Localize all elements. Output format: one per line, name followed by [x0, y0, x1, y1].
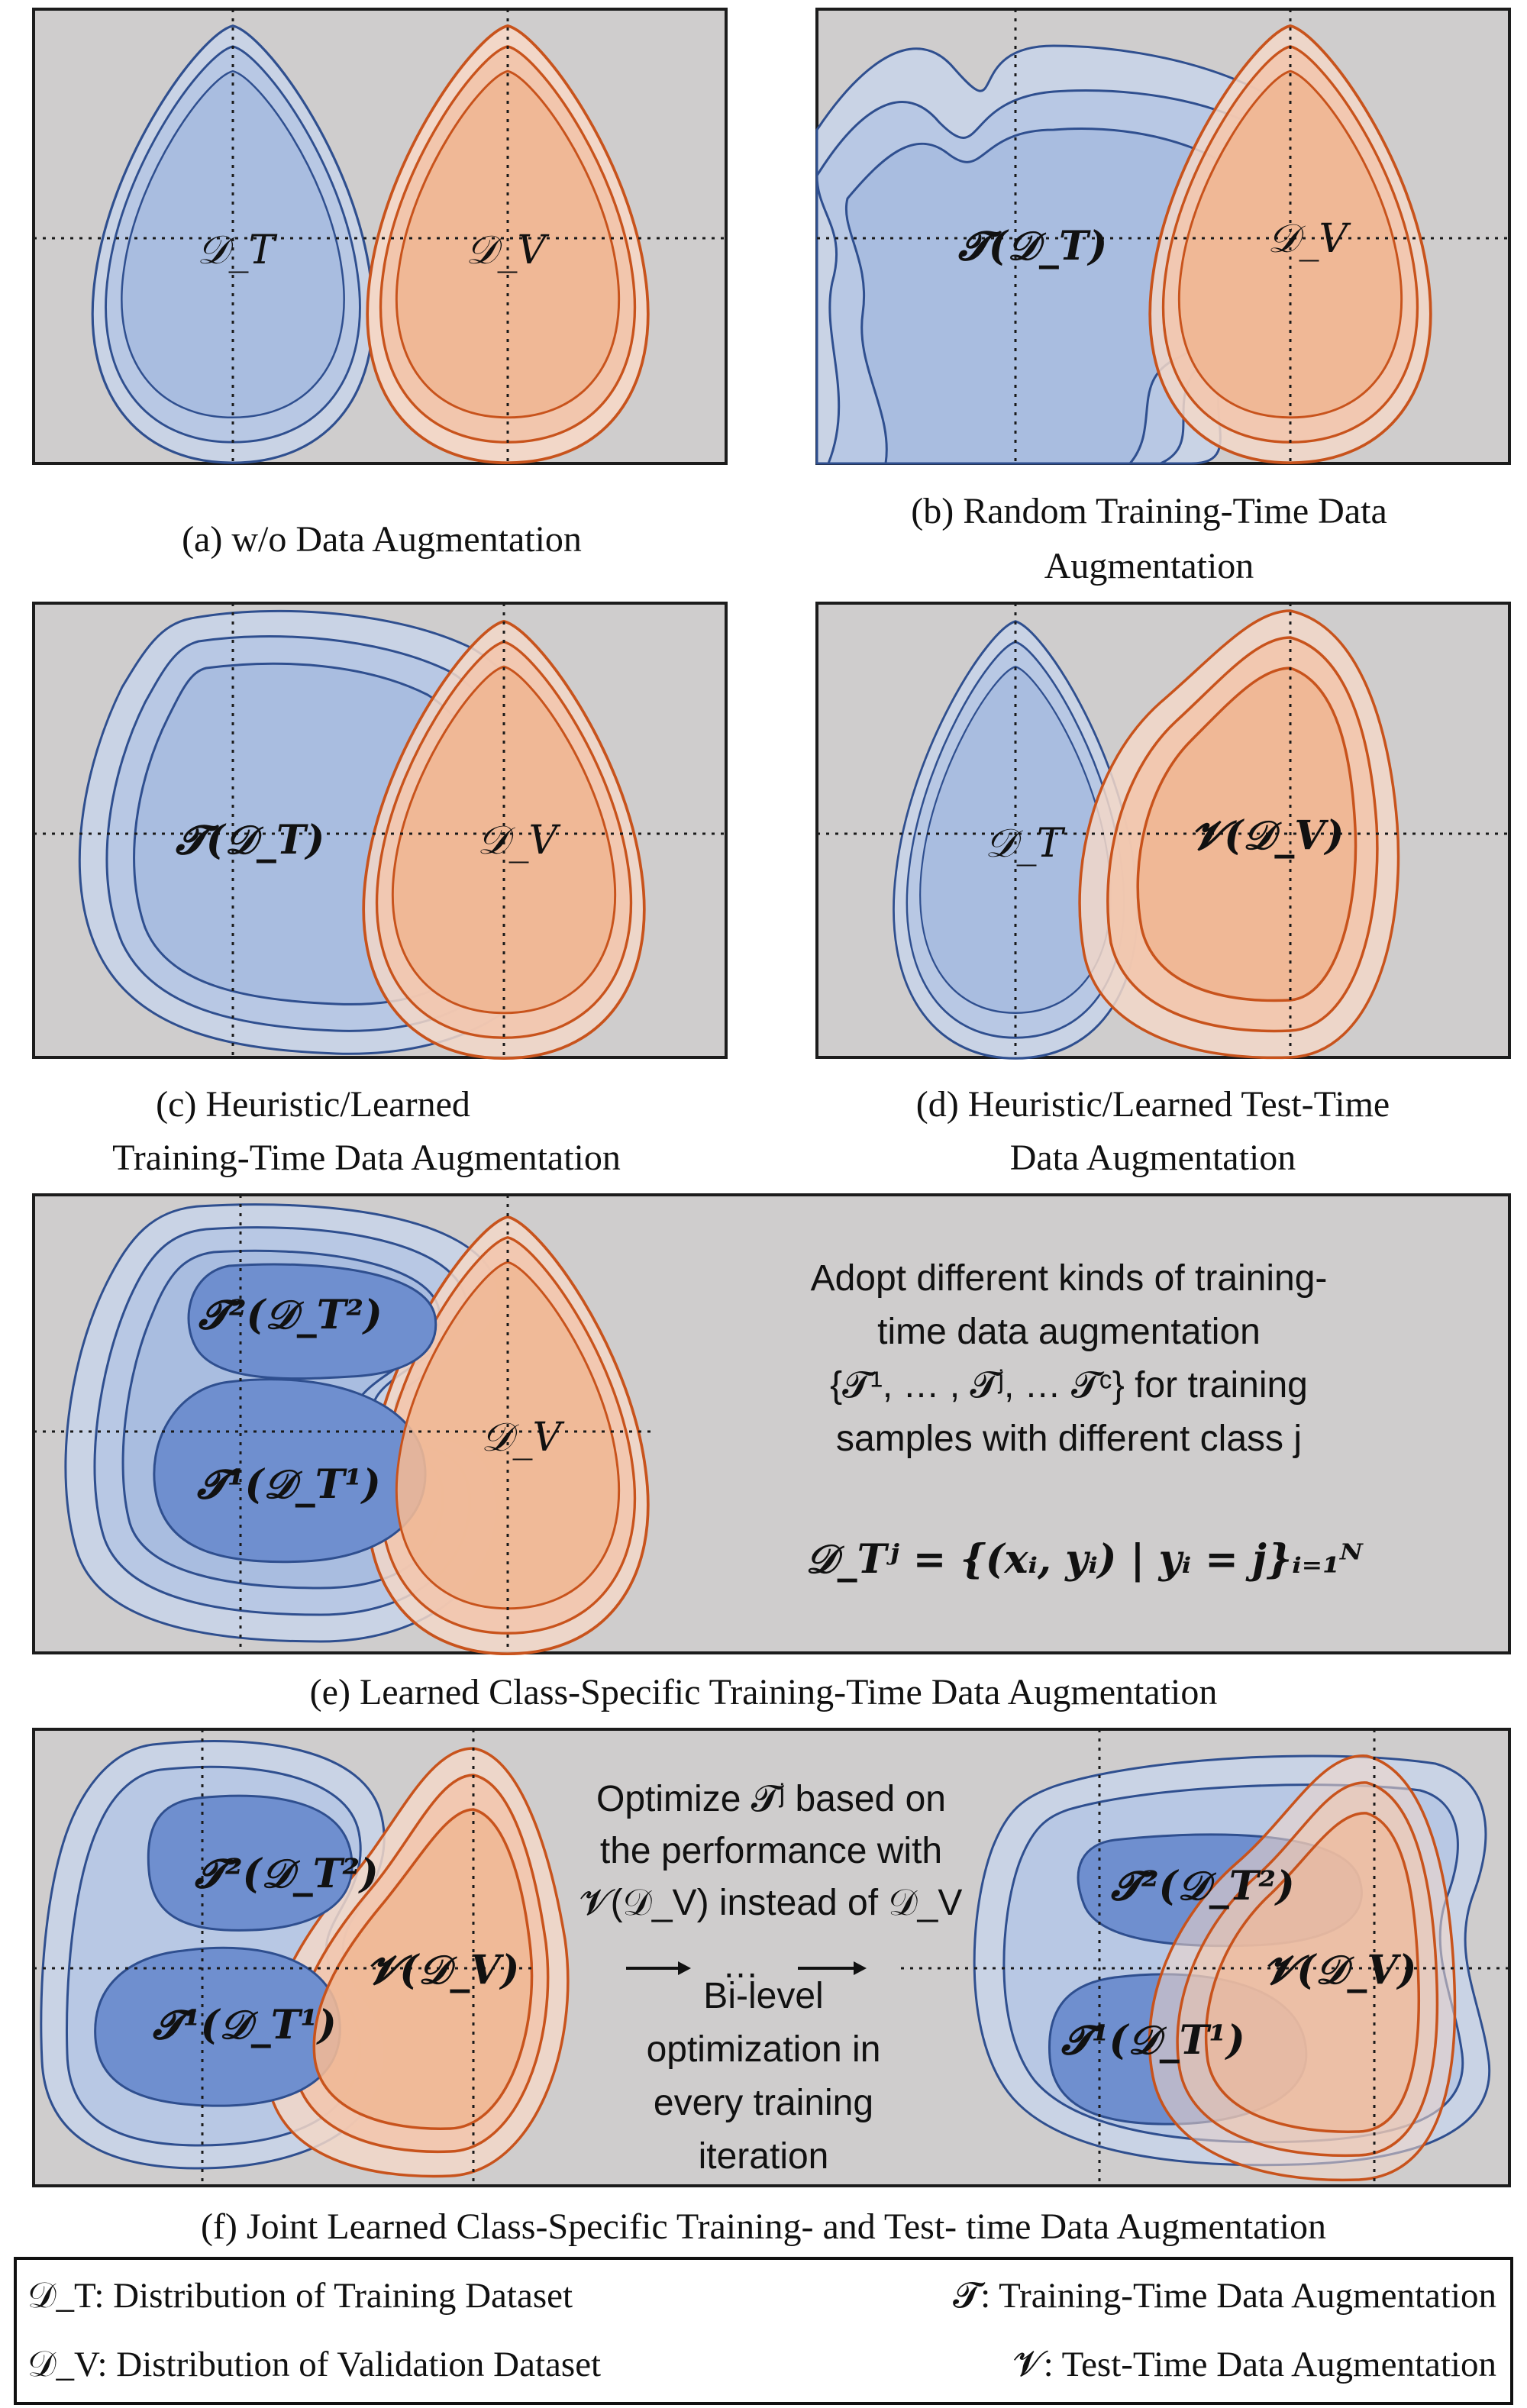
panel-b-dv-label: 𝒟_V: [1267, 216, 1351, 262]
panel-b-tdt-label: 𝓣(𝒟_T): [958, 223, 1107, 270]
panel-a: 𝒟_T 𝒟_V: [32, 8, 728, 465]
panel-f-left-orange-core: [312, 1808, 534, 2130]
panel-d-dt-label: 𝒟_T: [985, 821, 1065, 867]
legend-frame: [14, 2257, 1513, 2405]
panel-e-text-line4: samples with different class j: [836, 1419, 1302, 1459]
panel-f-right-orange-dist: [1148, 1754, 1457, 2182]
panel-f-left-class2-blob: [147, 1794, 354, 1932]
panel-b: 𝓣(𝒟_T) 𝒟_V: [815, 8, 1511, 465]
panel-e-text-line1: Adopt different kinds of training-: [811, 1258, 1328, 1299]
panel-e-text-line3: {𝓣¹, … , 𝓣ʲ, … 𝓣ᶜ} for training: [830, 1365, 1308, 1406]
panel-f-left-t1-label: 𝓣¹(𝒟_T¹): [153, 2002, 337, 2048]
caption-b-line2: Augmentation: [1044, 546, 1254, 586]
panel-f-arrows: [626, 1961, 867, 1975]
panel-f-right-t1-label: 𝓣¹(𝒟_T¹): [1061, 2017, 1245, 2064]
panel-f-text-line3: 𝓥(𝒟_V) instead of 𝒟_V: [580, 1883, 963, 1923]
panel-c-tdt-label: 𝓣(𝒟_T): [176, 817, 324, 863]
legend-t: 𝓣: Training-Time Data Augmentation: [953, 2276, 1496, 2316]
panel-f: 𝓣²(𝒟_T²) 𝓣¹(𝒟_T¹) 𝓥(𝒟_V) Optimize 𝓣ʲ bas…: [32, 1728, 1511, 2187]
caption-c-line1: (c) Heuristic/Learned: [156, 1084, 470, 1125]
caption-b-line1: (b) Random Training-Time Data: [911, 491, 1387, 531]
panel-a-dv-label: 𝒟_V: [466, 228, 549, 273]
legend: 𝒟_T: Distribution of Training Dataset 𝒟_…: [14, 2257, 1513, 2405]
legend-v: 𝓥: Test-Time Data Augmentation: [1014, 2345, 1496, 2384]
panel-e-formula: 𝒟_Tʲ = {(xᵢ, yᵢ) | yᵢ = j}ᵢ₌₁ᴺ: [805, 1536, 1364, 1583]
panel-f-text-line6: every training: [654, 2083, 873, 2123]
panel-f-left-vdv-label: 𝓥(𝒟_V): [366, 1947, 519, 1993]
caption-c-line2: Training-Time Data Augmentation: [112, 1138, 621, 1178]
caption-d-line1: (d) Heuristic/Learned Test-Time: [916, 1084, 1390, 1125]
panel-c-dv-label: 𝒟_V: [477, 818, 560, 863]
panel-f-ellipsis: …: [722, 1945, 759, 1986]
panel-f-left-class1-blob: [94, 1946, 341, 2107]
caption-f: (f) Joint Learned Class-Specific Trainin…: [201, 2206, 1326, 2247]
panel-f-text-line2: the performance with: [600, 1831, 942, 1871]
panel-f-text-line5: optimization in: [647, 2029, 881, 2070]
panel-e-t2-label: 𝓣²(𝒟_T²): [199, 1292, 383, 1338]
panel-f-right-t2-label: 𝓣²(𝒟_T²): [1111, 1863, 1295, 1909]
panel-f-text-line4: Bi-level: [703, 1976, 823, 2016]
panel-f-right-vdv-label: 𝓥(𝒟_V): [1264, 1947, 1416, 1993]
legend-dv: 𝒟_V: Distribution of Validation Dataset: [27, 2345, 601, 2384]
caption-a: (a) w/o Data Augmentation: [182, 519, 582, 560]
panel-a-dt-label: 𝒟_T: [197, 228, 277, 273]
legend-dt: 𝒟_T: Distribution of Training Dataset: [27, 2276, 573, 2316]
panel-d: 𝒟_T 𝓥(𝒟_V): [815, 602, 1511, 1060]
panel-d-vdv-label: 𝓥(𝒟_V): [1191, 812, 1344, 859]
panel-f-text-line1: Optimize 𝓣ʲ based on: [596, 1779, 946, 1819]
panel-f-left-t2-label: 𝓣²(𝒟_T²): [195, 1851, 379, 1897]
panel-e-t1-label: 𝓣¹(𝒟_T¹): [197, 1461, 381, 1508]
panel-f-text-line7: iteration: [699, 2136, 829, 2177]
panel-e-class1-blob: [153, 1378, 427, 1564]
panel-e: 𝓣²(𝒟_T²) 𝓣¹(𝒟_T¹) 𝒟_V Adopt different ki…: [32, 1193, 1511, 1656]
caption-e: (e) Learned Class-Specific Training-Time…: [310, 1672, 1218, 1712]
caption-d-line2: Data Augmentation: [1010, 1138, 1296, 1178]
panel-c: 𝓣(𝒟_T) 𝒟_V: [32, 602, 728, 1060]
panel-e-text-line2: time data augmentation: [877, 1312, 1261, 1352]
panel-e-class2-blob: [187, 1263, 437, 1380]
panel-e-dv-label: 𝒟_V: [481, 1415, 564, 1461]
